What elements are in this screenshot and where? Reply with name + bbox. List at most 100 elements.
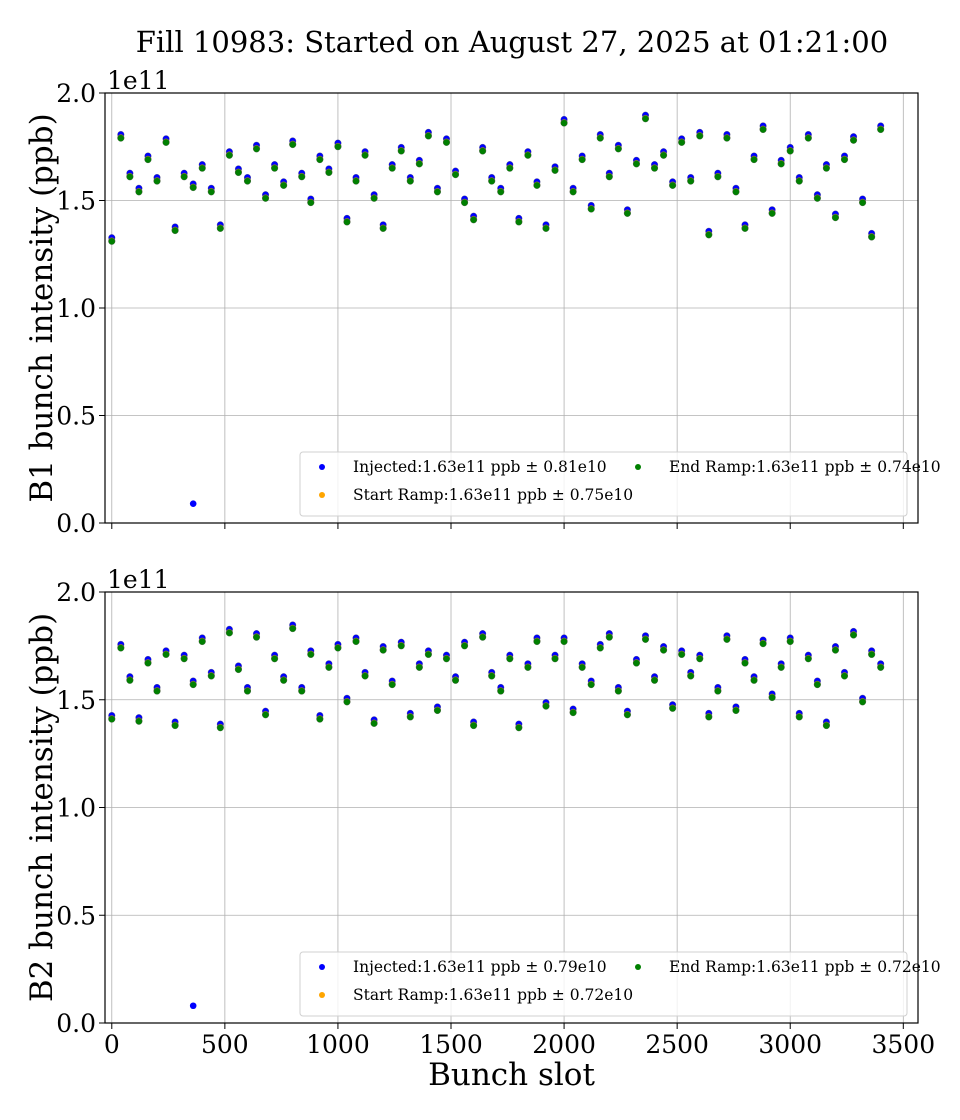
data-point <box>813 194 821 202</box>
data-point <box>515 218 523 226</box>
data-point <box>822 164 830 172</box>
data-point <box>189 184 197 192</box>
data-point <box>868 651 876 658</box>
data-point <box>225 629 233 637</box>
data-point <box>804 134 812 142</box>
data-point <box>379 646 387 654</box>
data-point <box>189 681 197 689</box>
data-point <box>813 681 821 689</box>
x-axis-label: Bunch slot <box>428 1057 595 1093</box>
data-point <box>841 672 848 680</box>
data-point <box>216 724 224 732</box>
data-point <box>415 160 423 168</box>
data-point <box>171 227 179 235</box>
data-point <box>560 638 568 646</box>
legend-label: Start Ramp:1.63e11 ppb ± 0.72e10 <box>353 986 633 1004</box>
data-point <box>651 676 658 684</box>
data-point <box>669 181 677 189</box>
data-point <box>777 160 785 168</box>
data-point <box>506 164 514 172</box>
data-point <box>868 233 876 241</box>
data-point <box>678 138 686 146</box>
data-point <box>253 633 260 641</box>
data-point <box>280 676 288 684</box>
data-point <box>795 713 803 721</box>
data-point <box>244 687 251 695</box>
data-point <box>723 635 731 643</box>
data-point <box>198 638 206 646</box>
data-point <box>533 181 541 189</box>
data-point <box>850 631 857 639</box>
data-point <box>877 663 885 671</box>
x-tick-label: 1000 <box>306 1030 370 1059</box>
x-tick-label: 1500 <box>419 1030 483 1059</box>
plot-panel-2: 0 500 1000 1500 2000 2500 3000 3500 0.0 0.5 1.0 1.5… <box>24 565 941 1093</box>
data-point <box>506 655 514 663</box>
data-point <box>515 724 523 732</box>
series-end-ramp <box>108 625 885 732</box>
plot-panel-1: 0.0 0.5 1.0 1.5 2.0 1e11 B1 bunch intensity (p… <box>24 66 941 538</box>
data-point <box>786 147 794 155</box>
data-point <box>542 702 550 710</box>
data-point <box>406 177 414 185</box>
data-point <box>117 134 125 142</box>
data-point <box>551 655 559 663</box>
x-tick-label: 3000 <box>758 1030 822 1059</box>
data-point <box>244 177 251 185</box>
data-point <box>569 709 577 717</box>
data-point <box>234 169 242 176</box>
data-point <box>488 177 496 185</box>
data-point <box>379 224 387 232</box>
data-point <box>135 717 143 725</box>
data-point <box>605 173 613 181</box>
data-point <box>144 659 152 667</box>
legend: Injected:1.63e11 ppb ± 0.79e10 Start Ramp… <box>299 951 941 1017</box>
data-point <box>759 640 767 648</box>
data-point <box>424 651 432 658</box>
data-point <box>461 642 469 650</box>
data-point <box>180 173 188 181</box>
data-point <box>524 151 532 159</box>
data-point <box>605 633 613 641</box>
data-point <box>325 169 333 176</box>
data-point <box>614 145 622 153</box>
data-point <box>298 173 306 181</box>
data-point <box>153 177 161 185</box>
y-tick-label: 1.0 <box>56 794 96 823</box>
data-point <box>841 156 848 164</box>
data-point <box>488 672 496 680</box>
data-point <box>741 224 749 232</box>
data-point <box>180 655 188 663</box>
y-axis-label: B1 bunch intensity (ppb) <box>24 113 60 502</box>
data-point <box>623 711 631 719</box>
legend-marker-injected <box>319 464 325 470</box>
y-offset-label: 1e11 <box>107 66 170 95</box>
data-point <box>198 164 206 172</box>
data-point <box>714 687 722 695</box>
data-point <box>117 644 125 652</box>
data-point <box>370 720 378 727</box>
data-point <box>388 681 396 689</box>
data-point <box>832 646 839 654</box>
data-point <box>343 218 351 226</box>
data-point <box>126 173 134 181</box>
data-point <box>171 722 179 730</box>
data-point <box>614 687 622 695</box>
data-point <box>497 687 505 695</box>
data-point <box>433 188 441 196</box>
legend-marker-start-ramp <box>319 492 325 498</box>
data-point <box>271 655 279 663</box>
data-point <box>343 698 351 706</box>
data-point <box>443 655 450 663</box>
y-offset-label: 1e11 <box>107 565 170 594</box>
data-point-outlier <box>189 500 197 507</box>
data-point <box>705 231 713 239</box>
data-point <box>470 722 478 730</box>
data-point <box>162 651 170 658</box>
data-point <box>388 164 396 172</box>
x-tick-label: 2500 <box>645 1030 709 1059</box>
data-point <box>832 214 839 222</box>
data-point <box>162 138 170 146</box>
y-tick-label: 0.0 <box>56 509 96 538</box>
y-tick-label: 0.5 <box>56 402 96 431</box>
